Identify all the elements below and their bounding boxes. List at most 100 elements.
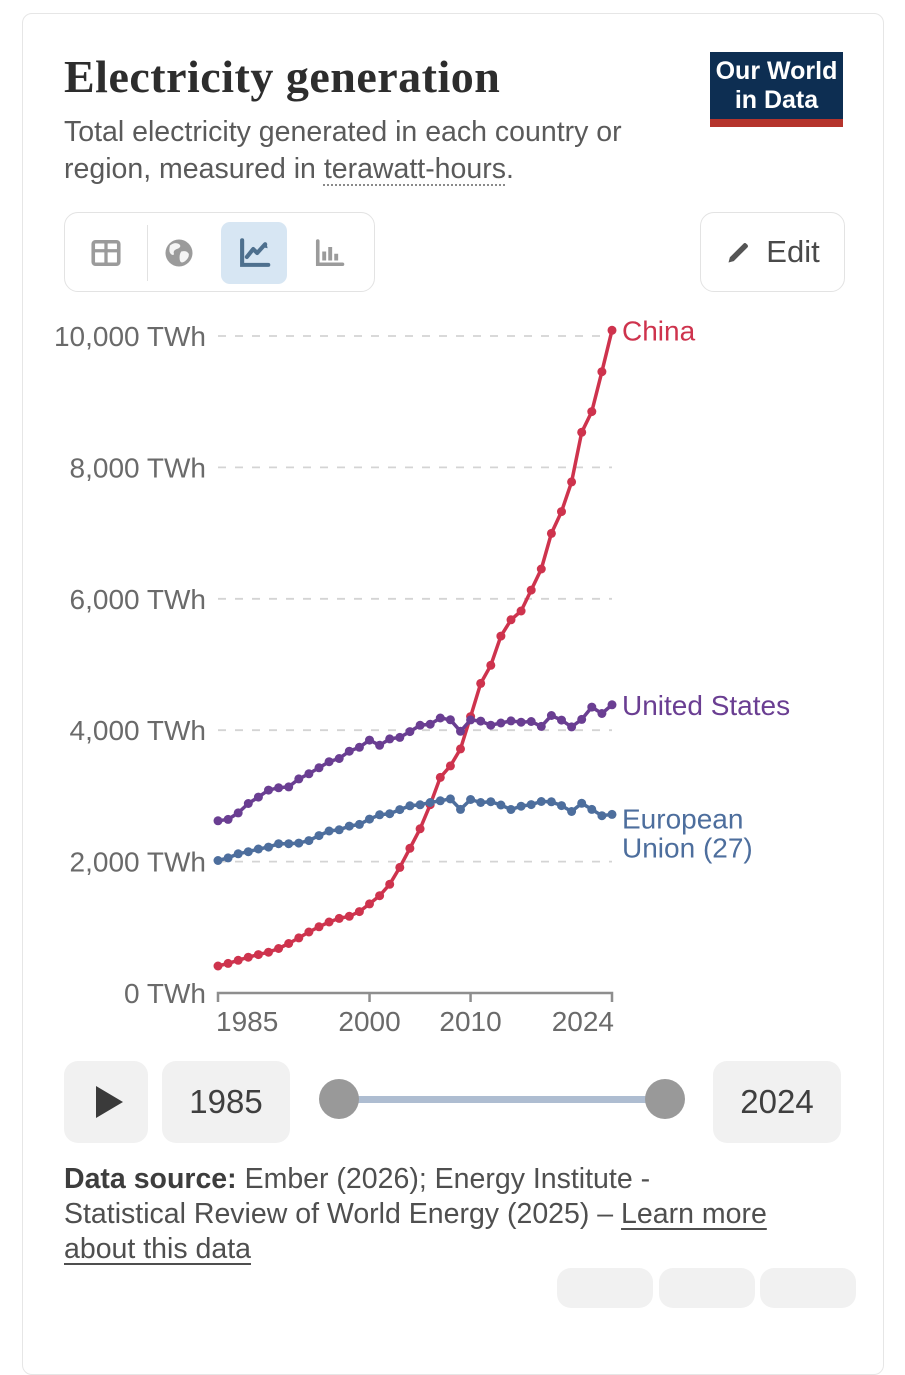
learn-more-link[interactable]: Learn more about this data bbox=[64, 1198, 767, 1265]
data-point[interactable] bbox=[456, 744, 465, 754]
data-point[interactable] bbox=[233, 808, 243, 818]
data-point[interactable] bbox=[567, 477, 577, 487]
tab-bar-chart[interactable] bbox=[296, 222, 362, 284]
data-point[interactable] bbox=[516, 801, 526, 811]
data-point[interactable] bbox=[405, 727, 415, 737]
data-point[interactable] bbox=[577, 798, 587, 808]
data-point[interactable] bbox=[284, 939, 294, 948]
data-point[interactable] bbox=[284, 839, 294, 849]
data-point[interactable] bbox=[557, 507, 566, 517]
data-point[interactable] bbox=[536, 564, 546, 574]
data-point[interactable] bbox=[264, 947, 273, 957]
data-point[interactable] bbox=[294, 774, 304, 784]
data-point[interactable] bbox=[294, 933, 304, 943]
data-point[interactable] bbox=[375, 810, 385, 820]
tab-table[interactable] bbox=[73, 222, 139, 284]
timeline-start-year-button[interactable]: 1985 bbox=[162, 1061, 290, 1143]
data-point[interactable] bbox=[253, 792, 263, 802]
data-point[interactable] bbox=[587, 804, 597, 814]
data-point[interactable] bbox=[456, 726, 465, 736]
data-point[interactable] bbox=[243, 799, 253, 808]
data-point[interactable] bbox=[546, 797, 556, 807]
data-point[interactable] bbox=[395, 862, 405, 872]
data-point[interactable] bbox=[334, 754, 344, 763]
terawatt-hours-term-link[interactable]: terawatt-hours bbox=[323, 153, 506, 185]
data-point[interactable] bbox=[365, 899, 374, 909]
data-point[interactable] bbox=[435, 713, 445, 723]
data-point[interactable] bbox=[395, 805, 405, 815]
data-point[interactable] bbox=[445, 715, 455, 725]
data-point[interactable] bbox=[476, 678, 486, 688]
data-point[interactable] bbox=[496, 718, 506, 728]
data-point[interactable] bbox=[546, 528, 556, 538]
data-point[interactable] bbox=[304, 927, 314, 937]
series-line-European Union (27)[interactable] bbox=[216, 797, 614, 863]
data-point[interactable] bbox=[324, 917, 334, 927]
data-point[interactable] bbox=[476, 716, 486, 726]
data-point[interactable] bbox=[607, 809, 617, 819]
data-point[interactable] bbox=[557, 715, 566, 725]
data-point[interactable] bbox=[597, 709, 607, 718]
data-point[interactable] bbox=[213, 961, 223, 971]
data-point[interactable] bbox=[557, 801, 566, 811]
data-point[interactable] bbox=[304, 836, 314, 846]
data-point[interactable] bbox=[546, 711, 556, 720]
data-point[interactable] bbox=[405, 801, 415, 811]
data-point[interactable] bbox=[445, 761, 455, 771]
timeline-handle-end[interactable] bbox=[645, 1079, 685, 1119]
data-point[interactable] bbox=[354, 819, 364, 829]
footer-action-button-1[interactable] bbox=[557, 1268, 653, 1308]
data-point[interactable] bbox=[223, 853, 233, 863]
data-point[interactable] bbox=[213, 816, 223, 826]
data-point[interactable] bbox=[536, 797, 546, 806]
data-point[interactable] bbox=[324, 757, 334, 767]
data-point[interactable] bbox=[567, 722, 577, 732]
series-line-United States[interactable] bbox=[216, 703, 614, 823]
data-point[interactable] bbox=[344, 746, 354, 756]
data-point[interactable] bbox=[445, 794, 455, 804]
data-point[interactable] bbox=[466, 795, 476, 804]
data-point[interactable] bbox=[314, 831, 324, 841]
data-point[interactable] bbox=[344, 911, 354, 921]
data-point[interactable] bbox=[264, 785, 273, 795]
play-button[interactable] bbox=[64, 1061, 148, 1143]
data-point[interactable] bbox=[233, 955, 243, 965]
data-point[interactable] bbox=[354, 907, 364, 917]
data-point[interactable] bbox=[365, 814, 374, 824]
data-point[interactable] bbox=[223, 958, 233, 968]
data-point[interactable] bbox=[243, 847, 253, 857]
data-point[interactable] bbox=[506, 615, 516, 625]
data-point[interactable] bbox=[334, 825, 344, 835]
data-point[interactable] bbox=[506, 805, 516, 814]
data-point[interactable] bbox=[607, 700, 617, 710]
data-point[interactable] bbox=[567, 807, 577, 816]
data-point[interactable] bbox=[516, 717, 526, 727]
data-point[interactable] bbox=[506, 716, 516, 726]
data-point[interactable] bbox=[486, 720, 496, 730]
data-point[interactable] bbox=[314, 763, 324, 773]
data-point[interactable] bbox=[435, 796, 445, 806]
data-point[interactable] bbox=[597, 811, 607, 821]
footer-action-button-3[interactable] bbox=[760, 1268, 856, 1308]
data-point[interactable] bbox=[253, 844, 263, 854]
data-point[interactable] bbox=[587, 407, 597, 417]
data-point[interactable] bbox=[425, 798, 435, 807]
data-point[interactable] bbox=[395, 732, 405, 742]
data-point[interactable] bbox=[486, 660, 496, 670]
data-point[interactable] bbox=[385, 879, 395, 889]
data-point[interactable] bbox=[385, 734, 395, 744]
data-point[interactable] bbox=[304, 769, 314, 779]
data-point[interactable] bbox=[597, 367, 607, 377]
data-point[interactable] bbox=[607, 325, 617, 335]
data-point[interactable] bbox=[365, 735, 374, 745]
data-point[interactable] bbox=[324, 826, 334, 836]
data-point[interactable] bbox=[253, 950, 263, 960]
data-point[interactable] bbox=[375, 740, 385, 750]
data-point[interactable] bbox=[375, 891, 385, 901]
timeline-handle-start[interactable] bbox=[319, 1079, 359, 1119]
data-point[interactable] bbox=[496, 631, 506, 641]
data-point[interactable] bbox=[354, 742, 364, 752]
data-point[interactable] bbox=[243, 952, 253, 962]
data-point[interactable] bbox=[213, 856, 223, 865]
data-point[interactable] bbox=[314, 922, 324, 932]
